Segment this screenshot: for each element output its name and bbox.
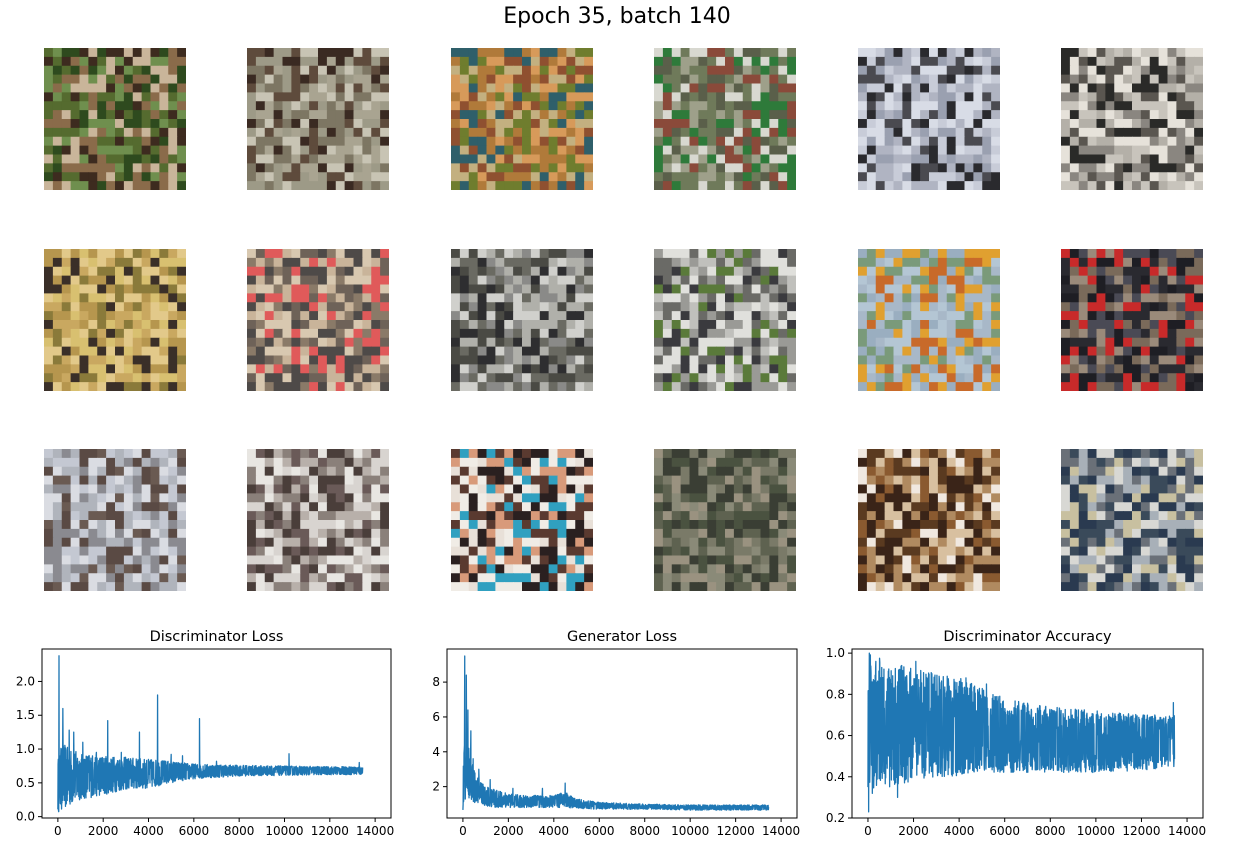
generated-sample-8 bbox=[247, 249, 389, 391]
generated-sample-14 bbox=[247, 449, 389, 591]
series-line bbox=[57, 655, 364, 813]
chart-1: Discriminator Loss 0 2000 4000 6000 8000 10000… bbox=[16, 629, 394, 838]
generated-sample-18 bbox=[1061, 449, 1203, 591]
series-line bbox=[867, 652, 1176, 813]
x-tick-label: 0 bbox=[459, 824, 467, 838]
generated-sample-12 bbox=[1061, 249, 1203, 391]
x-tick-label: 4000 bbox=[539, 824, 570, 838]
chart-2: Generator Loss 0 2000 4000 6000 8000 10000 1200… bbox=[432, 629, 800, 838]
y-tick-label: 0.2 bbox=[826, 811, 845, 825]
x-tick-label: 2000 bbox=[493, 824, 524, 838]
generated-sample-15 bbox=[451, 449, 593, 591]
y-tick-label: 0.4 bbox=[826, 770, 845, 784]
chart-3: Discriminator Accuracy 0 2000 4000 6000 8000 1… bbox=[826, 629, 1206, 838]
y-tick-label: 0.8 bbox=[826, 687, 845, 701]
x-tick-label: 6000 bbox=[584, 824, 615, 838]
chart-title: Generator Loss bbox=[567, 629, 677, 645]
x-tick-label: 14000 bbox=[356, 824, 394, 838]
x-tick-label: 2000 bbox=[898, 824, 929, 838]
y-tick-label: 1.5 bbox=[16, 708, 35, 722]
x-tick-label: 12000 bbox=[311, 824, 349, 838]
x-tick-label: 10000 bbox=[1077, 824, 1115, 838]
x-tick-label: 10000 bbox=[265, 824, 303, 838]
x-tick-label: 4000 bbox=[133, 824, 164, 838]
y-tick-label: 1.0 bbox=[16, 742, 35, 756]
generated-sample-1 bbox=[44, 48, 186, 190]
generated-sample-3 bbox=[451, 48, 593, 190]
x-tick-label: 14000 bbox=[1168, 824, 1206, 838]
x-tick-label: 10000 bbox=[671, 824, 709, 838]
series-line bbox=[462, 655, 770, 811]
x-tick-label: 6000 bbox=[179, 824, 210, 838]
x-tick-label: 8000 bbox=[1035, 824, 1066, 838]
generated-sample-13 bbox=[44, 449, 186, 591]
generated-sample-9 bbox=[451, 249, 593, 391]
y-tick-label: 2.0 bbox=[16, 674, 35, 688]
generated-sample-4 bbox=[654, 48, 796, 190]
generated-sample-2 bbox=[247, 48, 389, 190]
plot-frame bbox=[851, 648, 1204, 819]
chart-title: Discriminator Loss bbox=[150, 629, 284, 645]
y-tick-label: 6 bbox=[432, 710, 440, 724]
plot-frame bbox=[41, 648, 392, 819]
x-tick-label: 12000 bbox=[1122, 824, 1160, 838]
x-tick-label: 14000 bbox=[762, 824, 800, 838]
generated-sample-11 bbox=[858, 249, 1000, 391]
y-tick-label: 0.6 bbox=[826, 729, 845, 743]
plot-frame bbox=[446, 648, 798, 819]
figure-title: Epoch 35, batch 140 bbox=[503, 4, 731, 29]
generated-sample-17 bbox=[858, 449, 1000, 591]
y-tick-label: 4 bbox=[432, 745, 440, 759]
generated-sample-5 bbox=[858, 48, 1000, 190]
generated-sample-6 bbox=[1061, 48, 1203, 190]
y-tick-label: 0.5 bbox=[16, 776, 35, 790]
generated-sample-10 bbox=[654, 249, 796, 391]
y-tick-label: 2 bbox=[432, 780, 440, 794]
y-tick-label: 8 bbox=[432, 675, 440, 689]
x-tick-label: 6000 bbox=[989, 824, 1020, 838]
y-tick-label: 0.0 bbox=[16, 810, 35, 824]
x-tick-label: 8000 bbox=[629, 824, 660, 838]
generated-sample-7 bbox=[44, 249, 186, 391]
generated-sample-16 bbox=[654, 449, 796, 591]
y-tick-label: 1.0 bbox=[826, 646, 845, 660]
x-tick-label: 4000 bbox=[944, 824, 975, 838]
chart-title: Discriminator Accuracy bbox=[943, 629, 1112, 645]
x-tick-label: 2000 bbox=[88, 824, 119, 838]
x-tick-label: 12000 bbox=[717, 824, 755, 838]
x-tick-label: 0 bbox=[54, 824, 62, 838]
x-tick-label: 8000 bbox=[224, 824, 255, 838]
x-tick-label: 0 bbox=[864, 824, 872, 838]
